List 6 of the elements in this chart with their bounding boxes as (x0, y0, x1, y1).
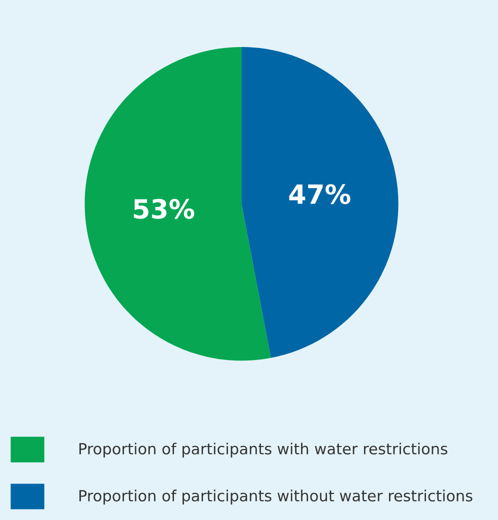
data-label: 53% (134, 198, 194, 219)
pie-slice (84, 47, 271, 361)
pie-slice (242, 47, 398, 358)
legend-label: Proportion of participants without water restrictions (79, 490, 472, 504)
data-label: 47% (289, 184, 350, 204)
legend-label: Proportion of participants with water restrictions (79, 442, 448, 458)
